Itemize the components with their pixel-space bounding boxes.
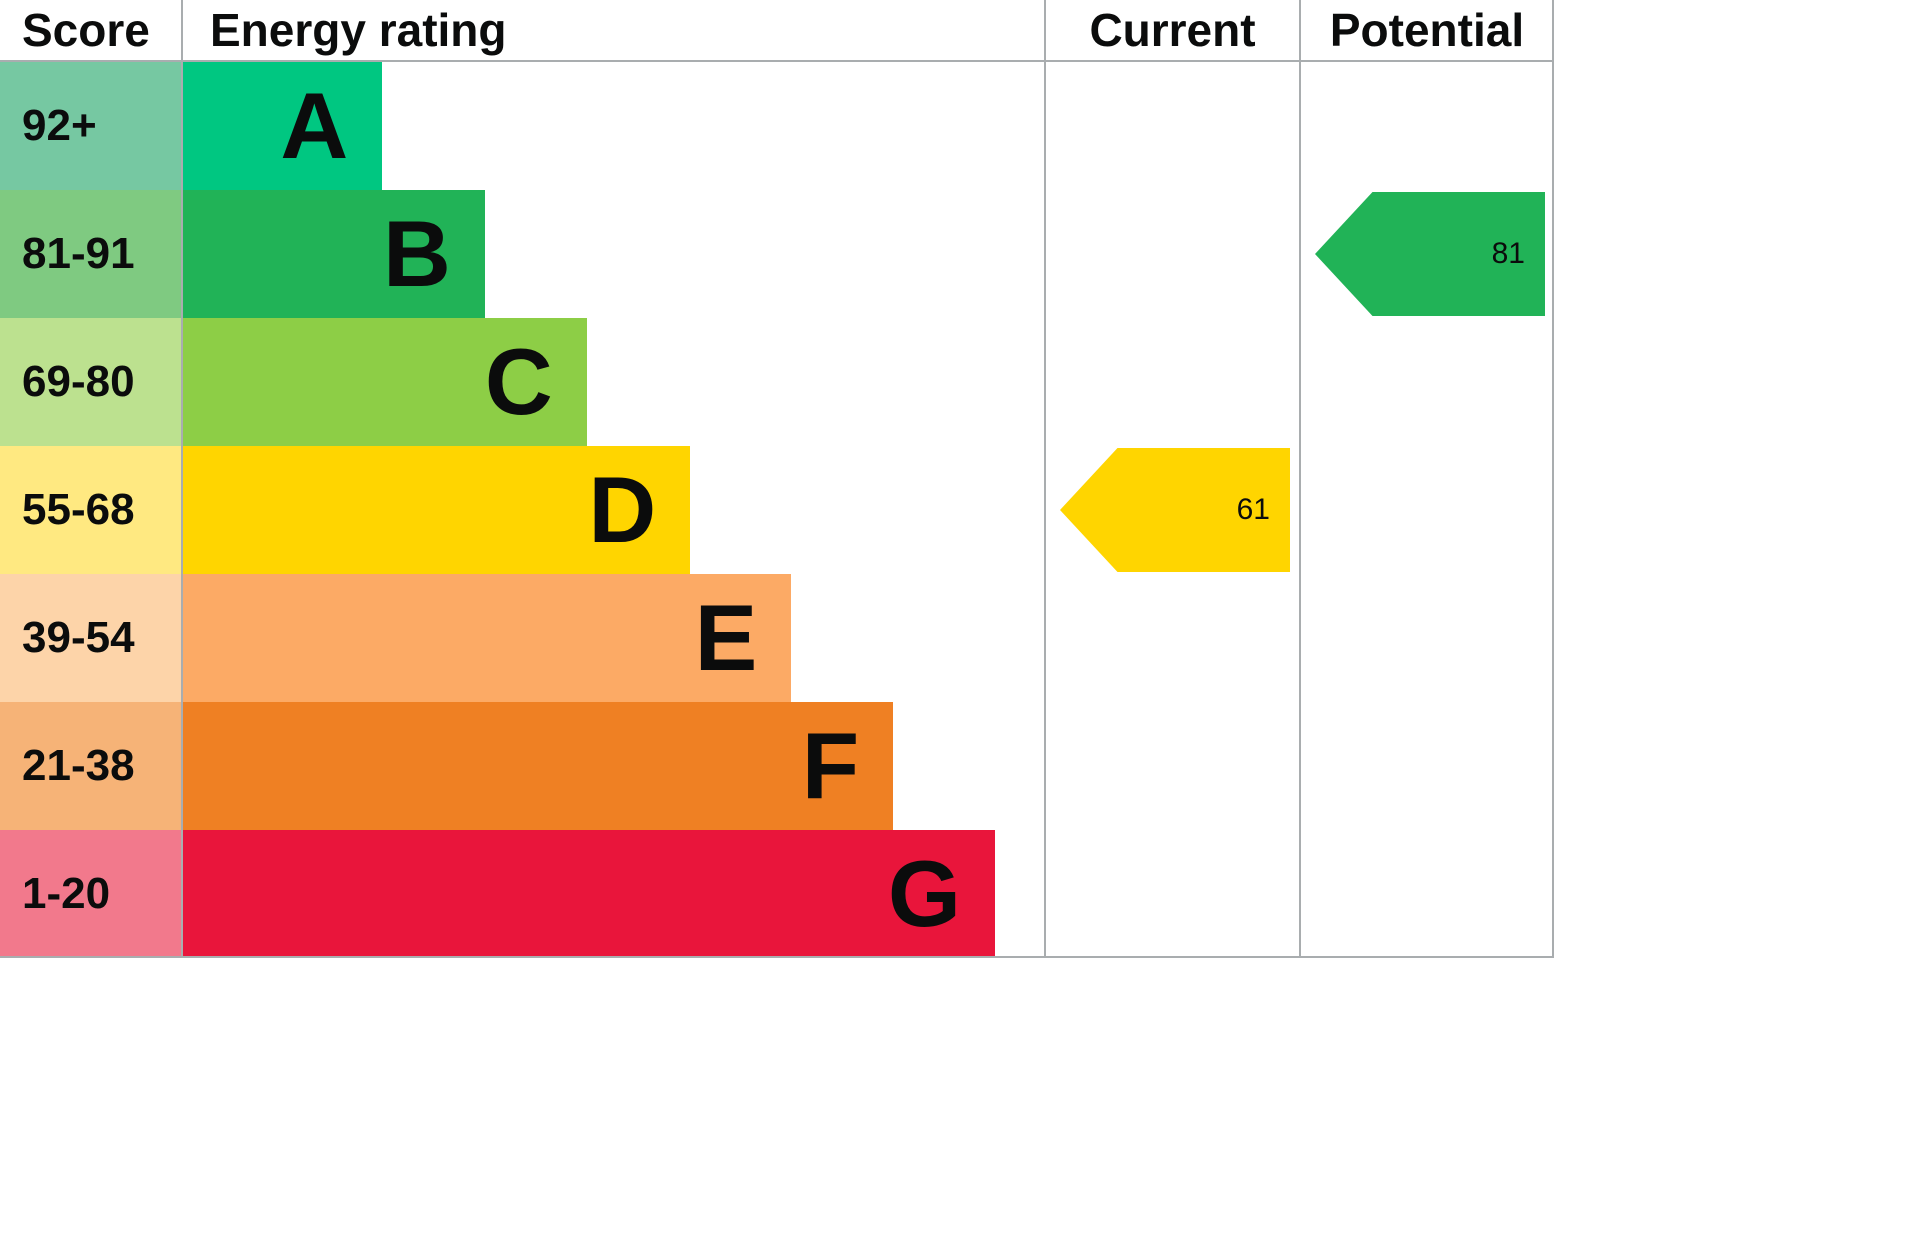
rating-bar-d: D [182, 446, 691, 574]
rating-letter: B [383, 201, 451, 306]
band-row-g: 1-20 G [0, 830, 1553, 958]
current-rating-arrow: 61 [1060, 448, 1290, 572]
score-range-label: 21-38 [22, 741, 135, 790]
score-range-cell: 1-20 [0, 830, 182, 958]
divider-rating-current [1044, 0, 1046, 958]
bar-area: F [182, 702, 1045, 830]
score-range-label: 92+ [22, 101, 97, 150]
rating-letter: E [694, 585, 758, 690]
rating-bar-b: B [182, 190, 485, 318]
band-row-c: 69-80 C [0, 318, 1553, 446]
score-range-cell: 21-38 [0, 702, 182, 830]
rating-letter: F [801, 713, 860, 818]
score-header: Score [22, 4, 150, 56]
rating-bar-e: E [182, 574, 792, 702]
bar-area: A [182, 62, 1045, 190]
rating-letter: G [887, 841, 961, 946]
score-range-cell: 39-54 [0, 574, 182, 702]
potential-header: Potential [1329, 4, 1525, 56]
rating-bar-c: C [182, 318, 587, 446]
bar-area: C [182, 318, 1045, 446]
rating-bar-g: G [182, 830, 995, 958]
bar-area: G [182, 830, 1045, 958]
rating-letter: D [588, 457, 657, 562]
rating-bar-f: F [182, 702, 894, 830]
score-range-label: 69-80 [22, 357, 135, 406]
rating-bar-a: A [182, 62, 383, 190]
band-row-d: 55-68 D [0, 446, 1553, 574]
band-row-e: 39-54 E [0, 574, 1553, 702]
score-range-cell: 69-80 [0, 318, 182, 446]
score-range-label: 55-68 [22, 485, 135, 534]
energy-rating-header: Energy rating [210, 4, 507, 56]
score-range-cell: 55-68 [0, 446, 182, 574]
potential-rating-value: 81 [1491, 237, 1525, 270]
divider-right-edge [1552, 0, 1554, 958]
score-range-cell: 92+ [0, 62, 182, 190]
bar-area: D [182, 446, 1045, 574]
header-underline [0, 60, 1554, 62]
band-row-f: 21-38 F [0, 702, 1553, 830]
bar-area: E [182, 574, 1045, 702]
score-range-label: 39-54 [22, 613, 135, 662]
band-row-b: 81-91 B [0, 190, 1553, 318]
score-range-cell: 81-91 [0, 190, 182, 318]
potential-rating-arrow: 81 [1315, 192, 1545, 316]
bar-area: B [182, 190, 1045, 318]
rating-letter: A [280, 73, 349, 178]
divider-score-rating [181, 0, 183, 958]
rating-letter: C [484, 329, 553, 434]
divider-current-potential [1299, 0, 1301, 958]
score-range-label: 1-20 [22, 869, 111, 918]
band-row-a: 92+ A [0, 62, 1553, 190]
current-rating-value: 61 [1236, 493, 1270, 526]
current-header: Current [1089, 4, 1256, 56]
chart-bottom-line [0, 956, 1554, 958]
score-range-label: 81-91 [22, 229, 135, 278]
